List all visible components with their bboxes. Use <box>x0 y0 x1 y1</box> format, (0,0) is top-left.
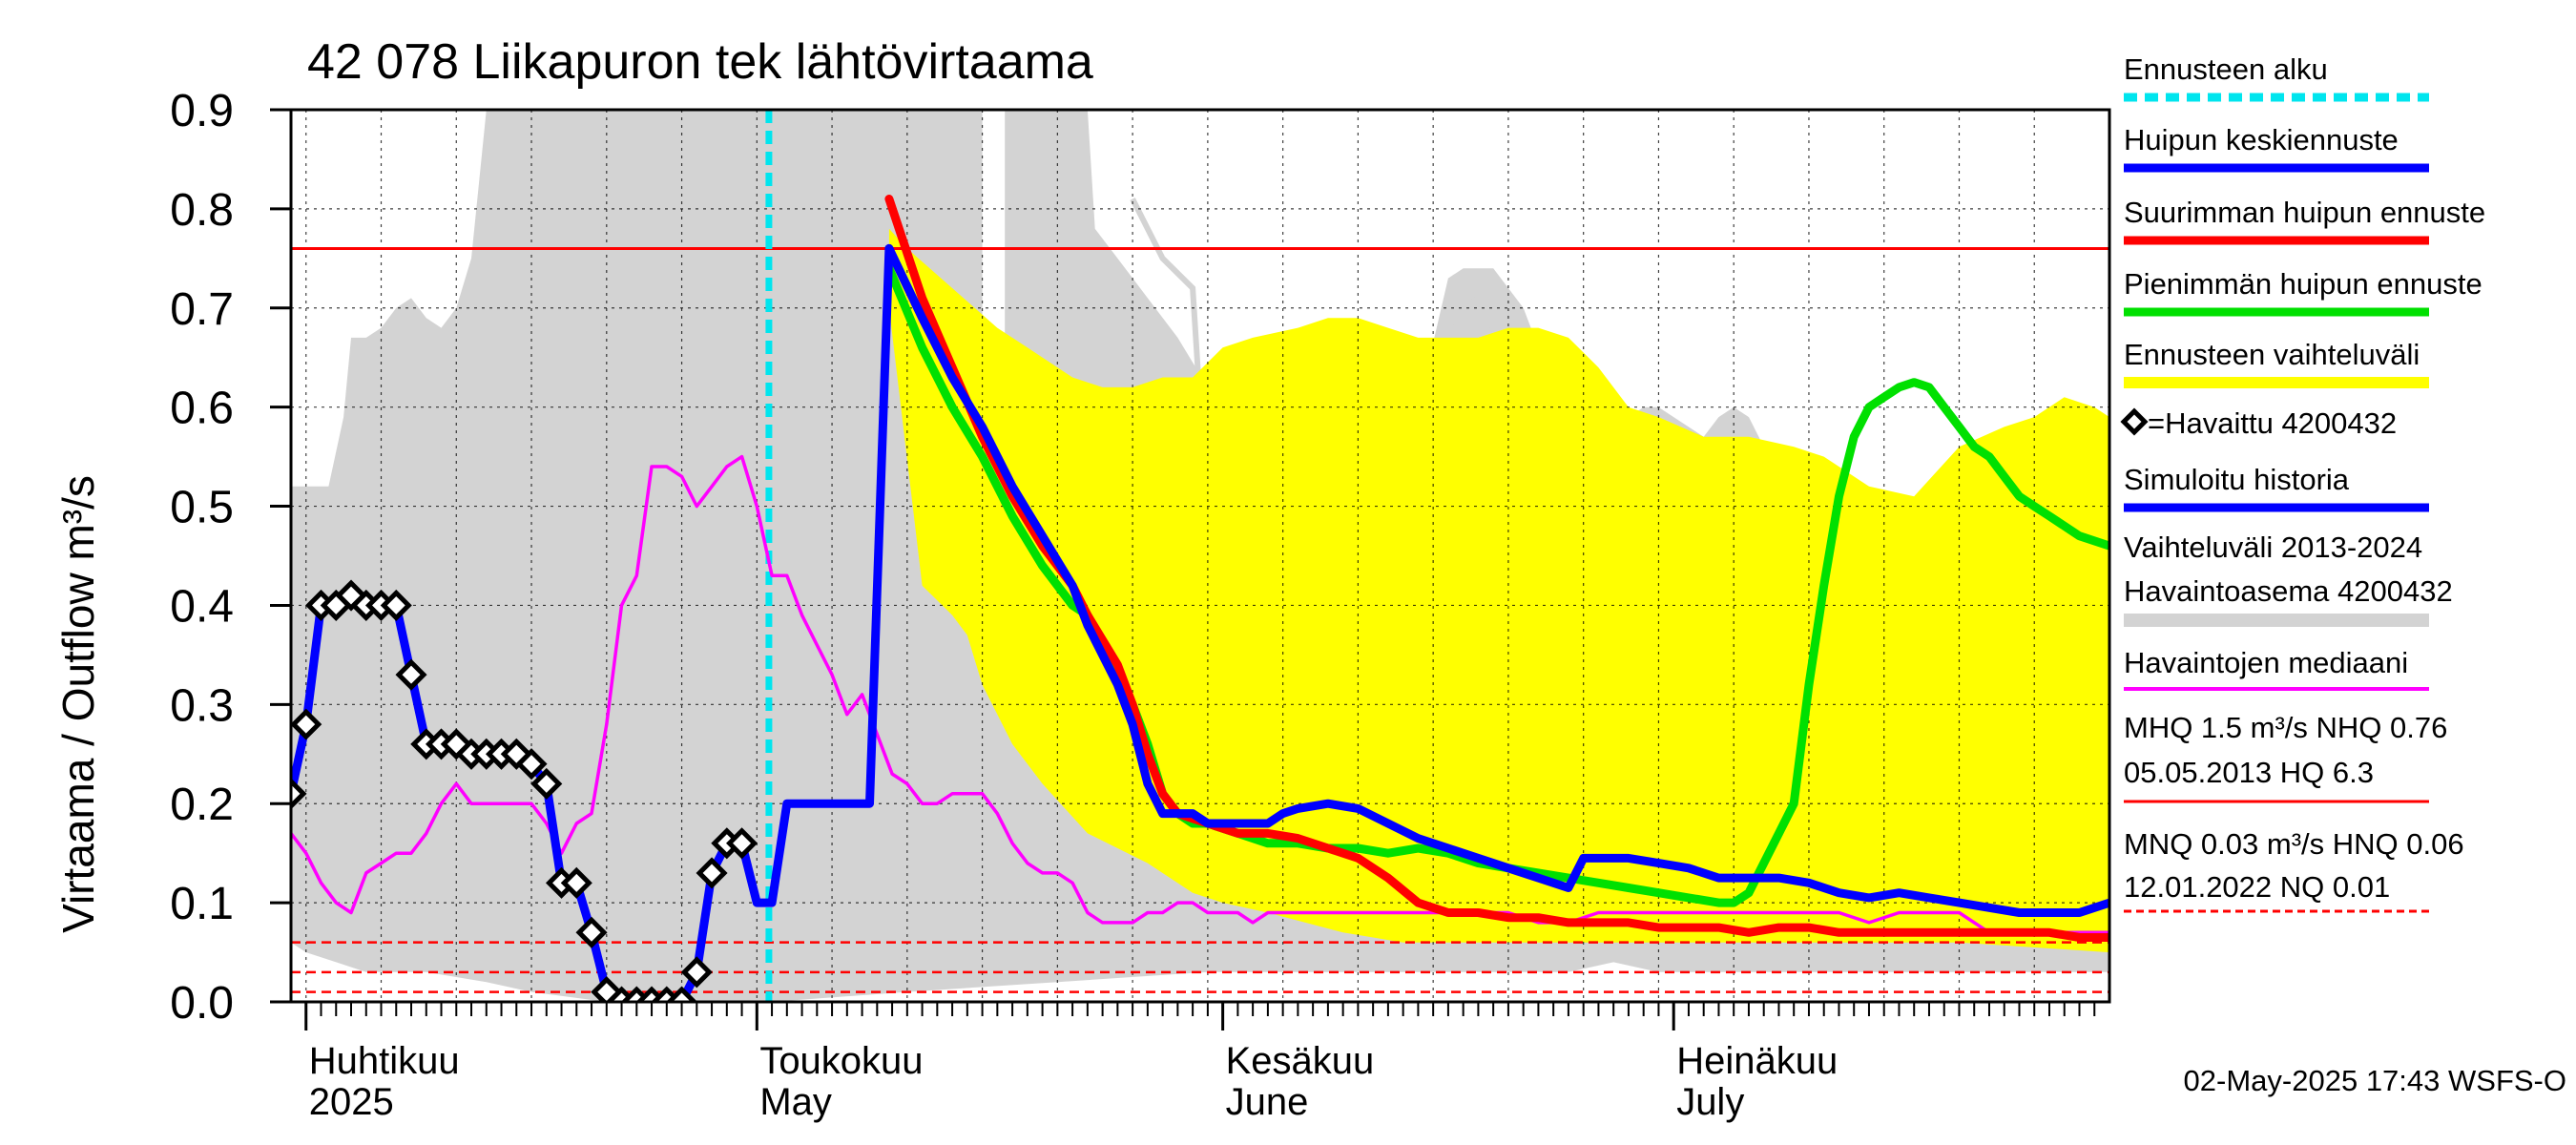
legend-item-suurimman-huipun-ennuste: Suurimman huipun ennuste <box>2124 196 2485 229</box>
legend-item-pienimm-n-huipun-ennuste: Pienimmän huipun ennuste <box>2124 267 2483 301</box>
month-label: Kesäkuu <box>1226 1040 1375 1082</box>
month-label: Toukokuu <box>759 1040 923 1082</box>
legend: Ennusteen alku Huipun keskiennuste Suurimm… <box>2120 52 2485 913</box>
legend-item-ennusteen-alku: Ennusteen alku <box>2124 52 2328 86</box>
legend-item-havaittu-4200432: =Havaittu 4200432 <box>2148 406 2397 440</box>
legend-item-simuloitu-historia: Simuloitu historia <box>2124 463 2350 496</box>
y-tick-label: 0.5 <box>170 483 234 533</box>
legend-marker <box>2120 407 2149 436</box>
series-line-huipun-keskiennuste <box>884 243 2109 917</box>
observation-marker <box>680 956 713 989</box>
y-tick-label: 0.9 <box>170 86 234 136</box>
observation-marker <box>560 866 592 899</box>
series-line-havaintojen-mediaani <box>291 454 2109 935</box>
month-label: Heinäkuu <box>1676 1040 1838 1082</box>
reference-lines <box>291 246 2109 993</box>
series-line-suurimman-huipun-ennuste <box>884 195 2109 942</box>
legend-item-vaihteluv-li-2013-2024-line2: Havaintoasema 4200432 <box>2124 574 2453 608</box>
observation-marker <box>575 916 608 948</box>
observation-marker <box>696 857 728 889</box>
observation-marker <box>666 986 698 1002</box>
x-axis-ticks <box>304 1002 2096 1030</box>
legend-item-ennusteen-vaihteluv-li: Ennusteen vaihteluväli <box>2124 338 2420 371</box>
timestamp: 02-May-2025 17:43 WSFS-O <box>2184 1064 2566 1097</box>
legend-item-mhq-1-5-m-s-nhq-0-76: MHQ 1.5 m³/s NHQ 0.76 <box>2124 711 2447 744</box>
month-sublabel: 2025 <box>309 1081 394 1123</box>
y-tick-label: 0.7 <box>170 284 234 335</box>
legend-item-mnq-0-03-m-s-hnq-0-06-line2: 12.01.2022 NQ 0.01 <box>2124 870 2390 904</box>
y-tick-label: 0.6 <box>170 384 234 434</box>
month-sublabel: May <box>759 1081 832 1123</box>
month-sublabel: June <box>1226 1081 1309 1123</box>
y-tick-label: 0.0 <box>170 978 234 1029</box>
observation-marker <box>291 708 322 740</box>
month-label: Huhtikuu <box>309 1040 460 1082</box>
chart-title: 42 078 Liikapuron tek lähtövirtaama <box>307 34 1093 90</box>
legend-item-mnq-0-03-m-s-hnq-0-06: MNQ 0.03 m³/s HNQ 0.06 <box>2124 827 2464 861</box>
y-axis-ticks: 0.0 0.1 0.2 0.3 0.4 0.5 0.6 0.7 0.8 0.9 <box>170 86 291 1029</box>
legend-item-vaihteluv-li-2013-2024: Vaihteluväli 2013-2024 <box>2124 531 2422 564</box>
month-sublabel: July <box>1676 1081 1744 1123</box>
legend-item-havaintojen-mediaani: Havaintojen mediaani <box>2124 646 2408 679</box>
y-tick-label: 0.1 <box>170 879 234 929</box>
y-tick-label: 0.8 <box>170 185 234 236</box>
observation-marker <box>380 589 412 621</box>
legend-item-mhq-1-5-m-s-nhq-0-76-line2: 05.05.2013 HQ 6.3 <box>2124 756 2374 789</box>
observation-marker <box>726 827 758 860</box>
plot-frame <box>289 108 2111 1004</box>
grid <box>291 110 2109 1002</box>
y-tick-label: 0.3 <box>170 680 234 731</box>
observation-marker <box>515 748 548 781</box>
observation-marker <box>395 658 427 691</box>
observation-marker <box>530 767 563 800</box>
observation-markers <box>291 579 758 1002</box>
forecast-range-band <box>888 228 2109 953</box>
observation-marker <box>291 778 307 810</box>
legend-item-huipun-keskiennuste: Huipun keskiennuste <box>2124 123 2399 156</box>
y-axis-label: Virtaama / Outflow m³/s <box>53 475 103 933</box>
y-tick-label: 0.4 <box>170 581 234 632</box>
y-tick-label: 0.2 <box>170 780 234 830</box>
